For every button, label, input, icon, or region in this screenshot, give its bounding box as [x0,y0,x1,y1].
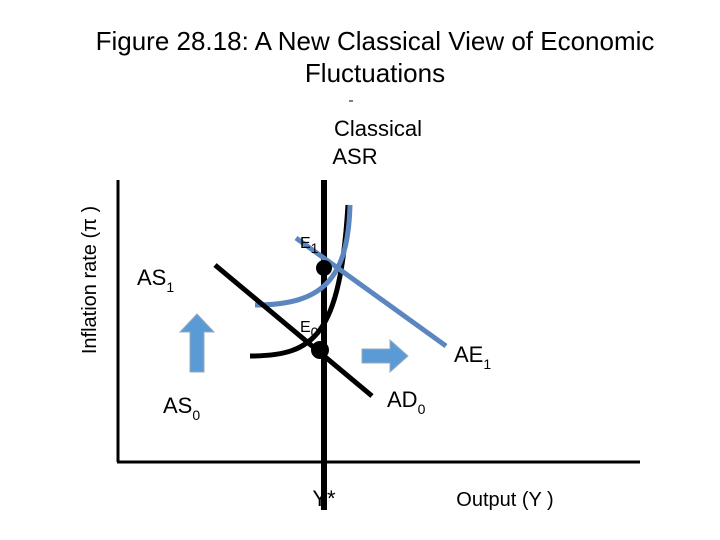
curve-label: ASR [332,144,377,169]
ad0-line [213,263,374,398]
label-sub: 1 [166,279,174,295]
as1-curve [254,204,353,308]
curve-label: Classical [334,116,422,141]
x-axis-label: Output (Y ) [456,489,553,511]
title-line: Fluctuations [305,58,445,88]
equilibrium-dot [311,341,329,359]
point-label: E1 [300,235,319,256]
equilibrium-dot [316,260,332,276]
shift-arrow [178,313,216,373]
label-sub: 0 [418,401,426,417]
curve-name: AD0 [387,387,426,417]
y-axis-label: Inflation rate (π ) [79,206,101,354]
label-main: AS [163,393,192,418]
curve-name: AE1 [454,342,491,372]
curve-name: AS1 [137,265,174,295]
label-main: AS [137,265,166,290]
label-sub: 1 [311,240,319,256]
point-label: E0 [300,319,319,340]
label-main: E [300,319,311,336]
label-sub: 1 [483,356,491,372]
title-line: Figure 28.18: A New Classical View of Ec… [96,26,655,56]
shift-arrow [361,338,409,374]
curve-name: AS0 [163,393,200,423]
ae1-line [294,235,448,349]
label-main: AE [454,342,483,367]
label-sub: 0 [311,324,319,340]
potential-output-label: Y* [312,486,336,511]
label-main: E [300,235,311,252]
label-sub: 0 [192,407,200,423]
label-main: AD [387,387,418,412]
